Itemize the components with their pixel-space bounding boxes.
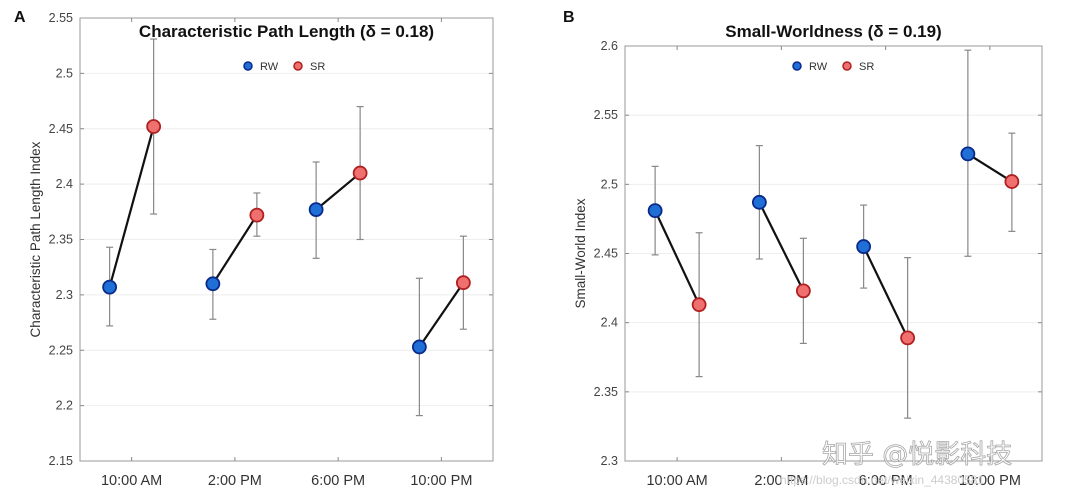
y-tick-label: 2.4	[56, 177, 73, 191]
data-point-sr	[795, 283, 811, 299]
y-tick-label: 2.25	[49, 343, 73, 357]
data-point-rw	[960, 146, 976, 162]
y-tick-label: 2.55	[49, 11, 73, 25]
y-tick-label: 2.2	[56, 399, 73, 413]
legend-label-rw: RW	[260, 61, 279, 73]
chart-title: Characteristic Path Length (δ = 0.18)	[139, 22, 434, 41]
x-tick-label: 6:00 PM	[859, 473, 913, 489]
y-axis-label: Characteristic Path Length Index	[28, 141, 43, 337]
connector-line	[967, 152, 1013, 183]
x-tick-label: 10:00 PM	[959, 473, 1021, 489]
data-point-rw	[102, 279, 118, 295]
connector-line	[108, 126, 155, 288]
legend: RW SR	[792, 61, 874, 73]
data-point-sr	[455, 275, 471, 291]
y-tick-label: 2.35	[49, 233, 73, 247]
data-point-sr	[146, 119, 162, 134]
y-axis-label: Small-World Index	[573, 198, 588, 308]
data-point-sr	[1004, 174, 1020, 189]
chart-title: Small-Worldness (δ = 0.19)	[725, 22, 941, 41]
x-tick-label: 10:00 AM	[101, 473, 162, 489]
panel-b: B Small-Worldness (δ = 0.19) 2.3 2.35 2.4 2.4…	[563, 9, 1043, 489]
connector-line	[862, 246, 909, 339]
legend-label-sr: SR	[310, 61, 325, 73]
data-point-sr	[900, 330, 916, 346]
x-tick-label: 2:00 PM	[754, 473, 808, 489]
legend-label-rw: RW	[809, 61, 828, 73]
y-tick-label: 2.6	[601, 39, 618, 53]
data-point-rw	[647, 203, 663, 219]
x-tick-label: 6:00 PM	[311, 473, 365, 489]
y-tick-label: 2.5	[56, 66, 73, 80]
connector-line	[315, 172, 361, 211]
legend-marker-sr	[293, 61, 303, 71]
panel-a: A Characteristic Path Length (δ = 0.18) 2.…	[14, 9, 494, 489]
y-tick-label: 2.45	[49, 122, 73, 136]
y-tick-label: 2.45	[594, 247, 618, 261]
x-tick-label: 10:00 AM	[646, 473, 707, 489]
legend-label-sr: SR	[859, 61, 874, 73]
data-point-sr	[249, 207, 265, 223]
data-point-rw	[751, 194, 767, 210]
connector-line	[211, 214, 258, 285]
y-tick-label: 2.3	[56, 288, 73, 302]
y-tick-label: 2.3	[601, 454, 618, 468]
plot-frame	[624, 45, 1043, 462]
y-tick-label: 2.15	[49, 454, 73, 468]
data-point-sr	[691, 297, 707, 313]
watermark-text: 知乎 @悦影科技	[822, 440, 1012, 470]
data-point-rw	[308, 202, 324, 217]
connector-line	[654, 210, 701, 306]
legend-marker-sr	[842, 61, 852, 71]
y-tick-label: 2.35	[594, 385, 618, 399]
plot-frame	[79, 17, 494, 462]
data-point-rw	[205, 276, 221, 292]
legend-marker-rw	[243, 61, 253, 71]
watermark-url: https://blog.csdn.net/weixin_44380581	[780, 473, 984, 487]
data-point-sr	[352, 165, 368, 181]
data-point-rw	[856, 239, 872, 254]
y-tick-label: 2.5	[601, 177, 618, 191]
data-point-rw	[411, 339, 427, 355]
y-tick-label: 2.4	[601, 316, 618, 330]
y-tick-label: 2.55	[594, 108, 618, 122]
panel-label: B	[563, 9, 575, 26]
x-tick-label: 2:00 PM	[208, 473, 262, 489]
connector-line	[418, 282, 465, 348]
legend-marker-rw	[792, 61, 802, 71]
connector-line	[758, 201, 805, 292]
legend: RW SR	[243, 61, 325, 73]
x-tick-label: 10:00 PM	[410, 473, 472, 489]
panel-label: A	[14, 9, 26, 26]
